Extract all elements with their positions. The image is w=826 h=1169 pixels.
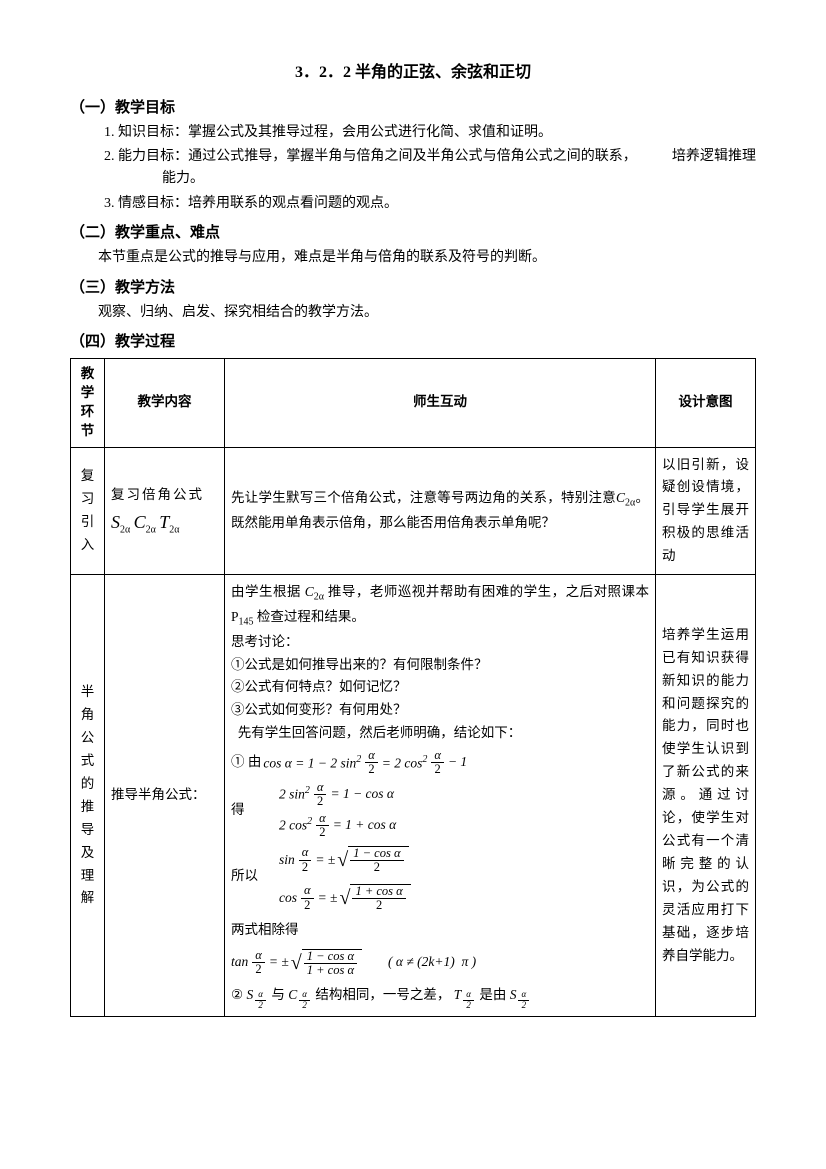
math-line-4: 所以 sin α2 = ± √1 − cos α2 bbox=[231, 843, 649, 877]
content-1-text: 复习倍角公式 bbox=[111, 487, 204, 502]
th-content: 教学内容 bbox=[105, 358, 225, 447]
math-line-3: 2 cos2 α2 = 1 + cos α bbox=[231, 812, 649, 839]
th-interact: 师生互动 bbox=[225, 358, 656, 447]
i-line-1: 由学生根据 C2α 推导，老师巡视并帮助有困难的学生，之后对照课本 P145 检… bbox=[231, 581, 649, 630]
interact-cell-1: 先让学生默写三个倍角公式，注意等号两边角的关系，特别注意C2α。既然能用单角表示… bbox=[225, 447, 656, 575]
content-cell-2: 推导半角公式： bbox=[105, 575, 225, 1017]
sym-T2a: T2α bbox=[159, 512, 179, 532]
goal-1: 知识目标：掌握公式及其推导过程，会用公式进行化简、求值和证明。 bbox=[118, 122, 756, 144]
design-cell-2: 培养学生运用已有知识获得新知识的能力和问题探究的能力，同时也使学生认识到了新公式… bbox=[656, 575, 756, 1017]
th-design: 设计意图 bbox=[656, 358, 756, 447]
section-1-heading: （一）教学目标 bbox=[70, 96, 756, 120]
goal-3: 情感目标：培养用联系的观点看问题的观点。 bbox=[118, 193, 756, 215]
table-header-row: 教学环节 教学内容 师生互动 设计意图 bbox=[71, 358, 756, 447]
lesson-table: 教学环节 教学内容 师生互动 设计意图 复习引入 复习倍角公式 S2α C2α … bbox=[70, 358, 756, 1017]
math-divide-label: 两式相除得 bbox=[231, 919, 649, 942]
goal-2: 能力目标：通过公式推导，掌握半角与倍角之间及半角公式与倍角公式之间的联系， 培养… bbox=[118, 146, 756, 191]
phase-cell-1: 复习引入 bbox=[71, 447, 105, 575]
interact-1-sym: C2α bbox=[616, 490, 635, 505]
table-row: 半角公式的推导及理解 推导半角公式： 由学生根据 C2α 推导，老师巡视并帮助有… bbox=[71, 575, 756, 1017]
math-line-5: cos α2 = ± √1 + cos α2 bbox=[231, 881, 649, 915]
i-line-3: ①公式是如何推导出来的？有何限制条件？ bbox=[231, 654, 649, 677]
i-line-6: 先有学生回答问题，然后老师明确，结论如下： bbox=[231, 722, 649, 745]
sym-S2a: S2α bbox=[111, 512, 130, 532]
content-cell-1: 复习倍角公式 S2α C2α T2α bbox=[105, 447, 225, 575]
section-3-body: 观察、归纳、启发、探究相结合的教学方法。 bbox=[98, 302, 756, 324]
i-line-5: ③公式如何变形？有何用处？ bbox=[231, 699, 649, 722]
i-line-4: ②公式有何特点？如何记忆？ bbox=[231, 676, 649, 699]
page-title: 3．2．2 半角的正弦、余弦和正切 bbox=[70, 60, 756, 86]
section-3-heading: （三）教学方法 bbox=[70, 276, 756, 300]
th-phase: 教学环节 bbox=[71, 358, 105, 447]
math-line-6: tan α2 = ± √1 − cos α1 + cos α ( α ≠ (2k… bbox=[231, 946, 649, 980]
i-line-last: ② Sα2 与 Cα2 结构相同，一号之差， Tα2 是由 Sα2 bbox=[231, 984, 649, 1010]
section-2-heading: （二）教学重点、难点 bbox=[70, 221, 756, 245]
interact-cell-2: 由学生根据 C2α 推导，老师巡视并帮助有困难的学生，之后对照课本 P145 检… bbox=[225, 575, 656, 1017]
goals-list: 知识目标：掌握公式及其推导过程，会用公式进行化简、求值和证明。 能力目标：通过公… bbox=[98, 122, 756, 216]
phase-cell-2: 半角公式的推导及理解 bbox=[71, 575, 105, 1017]
math-line-2: 得 2 sin2 α2 = 1 − cos α bbox=[231, 781, 649, 808]
sym-C2a: C2α bbox=[134, 512, 156, 532]
math-line-1: ① 由 cos α = 1 − 2 sin2 α2 = 2 cos2 α2 − … bbox=[231, 749, 649, 776]
table-row: 复习引入 复习倍角公式 S2α C2α T2α 先让学生默写三个倍角公式，注意等… bbox=[71, 447, 756, 575]
i-line-2: 思考讨论： bbox=[231, 631, 649, 654]
section-4-heading: （四）教学过程 bbox=[70, 330, 756, 354]
interact-1a: 先让学生默写三个倍角公式，注意等号两边角的关系，特别注意 bbox=[231, 490, 616, 505]
section-2-body: 本节重点是公式的推导与应用，难点是半角与倍角的联系及符号的判断。 bbox=[98, 247, 756, 269]
design-cell-1: 以旧引新，设疑创设情境，引导学生展开积极的思维活动 bbox=[656, 447, 756, 575]
